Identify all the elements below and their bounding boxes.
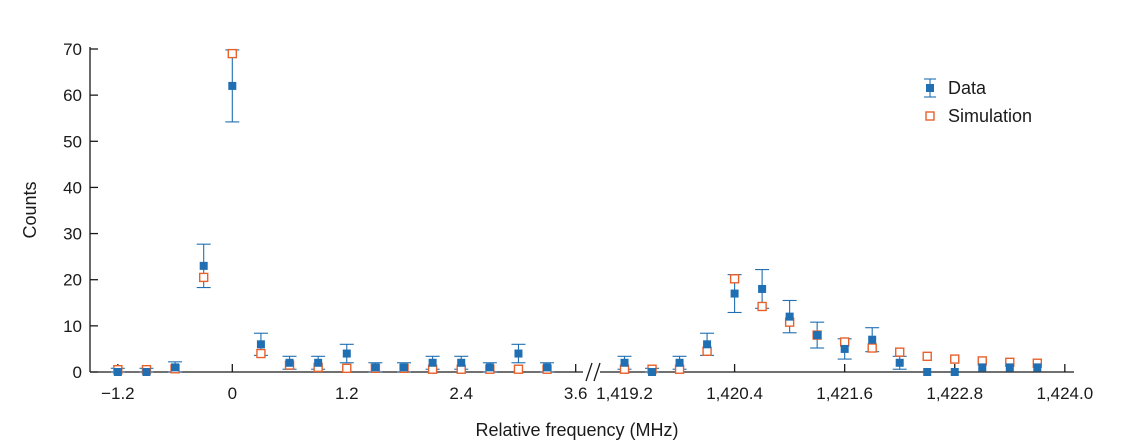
- x-tick-label: 1.2: [335, 384, 359, 403]
- data-point: [199, 261, 208, 270]
- y-tick-label: 0: [73, 363, 82, 382]
- x-tick-label: 1,419.2: [596, 384, 653, 403]
- data-point: [840, 344, 849, 353]
- simulation-point: [729, 274, 740, 284]
- data-markers: [113, 48, 1043, 376]
- data-point: [785, 312, 794, 321]
- data-point: [285, 358, 294, 367]
- simulation-point: [256, 348, 266, 359]
- data-point: [923, 368, 932, 376]
- data-point: [703, 340, 712, 349]
- x-tick-label: 3.6: [564, 384, 588, 403]
- legend: Data Simulation: [924, 78, 1032, 126]
- axis-break-mark: [585, 362, 593, 382]
- simulation-point: [702, 346, 712, 356]
- data-point: [758, 284, 767, 293]
- data-point: [428, 358, 437, 367]
- data-point: [400, 363, 408, 372]
- x-tick-label: 0: [228, 384, 237, 403]
- legend-label-simulation: Simulation: [948, 106, 1032, 126]
- data-point: [978, 363, 987, 372]
- x-tick-label: 1,424.0: [1036, 384, 1093, 403]
- data-point: [485, 363, 494, 372]
- data-point: [514, 349, 523, 358]
- simulation-point: [513, 364, 524, 374]
- data-point: [228, 81, 237, 90]
- simulation-point: [867, 343, 877, 353]
- y-tick-label: 60: [63, 86, 82, 105]
- axis-break-mark: [593, 362, 601, 382]
- data-point: [895, 358, 904, 367]
- simulation-point: [895, 347, 905, 357]
- data-point: [342, 349, 351, 358]
- data-point: [813, 331, 822, 340]
- data-point: [113, 368, 122, 376]
- x-tick-label: 1,422.8: [926, 384, 983, 403]
- simulation-point: [198, 272, 209, 283]
- x-tick-label: −1.2: [101, 384, 135, 403]
- y-tick-label: 20: [63, 271, 82, 290]
- data-point: [950, 368, 959, 376]
- legend-simulation-marker: [925, 111, 935, 121]
- data-point: [620, 358, 629, 367]
- simulation-point: [342, 363, 352, 374]
- y-tick-label: 40: [63, 178, 82, 197]
- y-tick-label: 70: [63, 40, 82, 59]
- data-point: [142, 368, 151, 376]
- data-point: [730, 289, 739, 298]
- data-point: [256, 340, 265, 349]
- y-tick-label: 10: [63, 317, 82, 336]
- axes: 0 10 20 30 40 50 60 70 −1.2 0 1.2 2.4 3.6 1,419.2 1,42…: [63, 40, 1093, 403]
- data-point: [457, 358, 466, 367]
- y-tick-label: 50: [63, 132, 82, 151]
- x-tick-label: 2.4: [449, 384, 473, 403]
- y-axis-title: Counts: [20, 181, 40, 238]
- data-point: [171, 363, 180, 372]
- legend-label-data: Data: [948, 78, 987, 98]
- x-axis-title: Relative frequency (MHz): [475, 420, 678, 440]
- data-point: [648, 368, 657, 376]
- simulation-point: [839, 337, 850, 347]
- y-tick-label: 30: [63, 225, 82, 244]
- data-point: [314, 358, 323, 367]
- simulation-point: [227, 48, 238, 59]
- simulation-point: [922, 351, 932, 362]
- x-tick-label: 1,420.4: [706, 384, 763, 403]
- data-point: [1005, 363, 1014, 372]
- simulation-point: [757, 301, 767, 312]
- data-point: [371, 363, 380, 372]
- data-point: [1033, 363, 1042, 372]
- data-point: [868, 335, 877, 344]
- x-tick-label: 1,421.6: [816, 384, 873, 403]
- legend-data-marker: [926, 84, 934, 92]
- data-point: [675, 358, 684, 367]
- data-point: [543, 363, 552, 372]
- simulation-point: [950, 354, 960, 364]
